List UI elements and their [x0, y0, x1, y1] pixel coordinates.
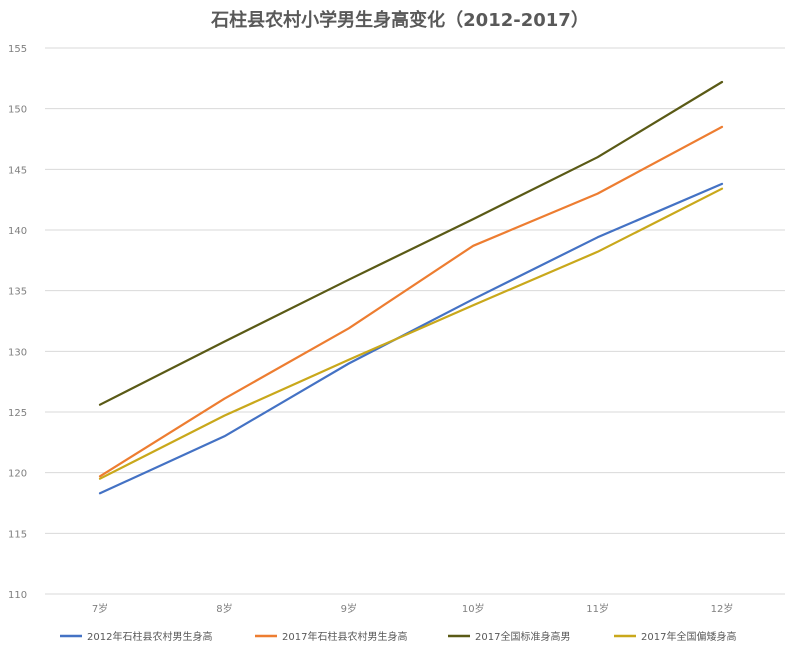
y-tick-label: 150	[8, 105, 27, 116]
x-tick-labels: 7岁 8岁 9岁 10岁 11岁 12岁	[92, 602, 734, 615]
x-tick-label: 9岁	[341, 602, 357, 615]
x-tick-label: 12岁	[711, 602, 734, 615]
chart-title: 石柱县农村小学男生身高变化（2012-2017）	[211, 10, 589, 31]
y-tick-label: 115	[8, 529, 27, 540]
y-tick-label: 155	[8, 44, 27, 55]
x-tick-label: 10岁	[462, 602, 485, 615]
legend-label: 2012年石柱县农村男生身高	[87, 630, 212, 643]
grid-lines	[45, 47, 785, 595]
legend-label: 2017年全国偏矮身高	[641, 630, 736, 643]
series-line	[98, 187, 724, 480]
series-lines	[98, 80, 724, 495]
y-tick-label: 130	[8, 347, 27, 358]
legend: 2012年石柱县农村男生身高 2017年石柱县农村男生身高 2017全国标准身高男 2…	[60, 630, 736, 643]
legend-label: 2017年石柱县农村男生身高	[282, 630, 407, 643]
series-line	[98, 125, 724, 478]
y-tick-label: 125	[8, 408, 27, 419]
series-line	[98, 80, 724, 406]
y-tick-label: 135	[8, 287, 27, 298]
x-tick-label: 7岁	[92, 602, 108, 615]
y-tick-label: 110	[8, 590, 27, 601]
legend-label: 2017全国标准身高男	[475, 630, 570, 643]
y-tick-label: 140	[8, 226, 27, 237]
y-tick-label: 120	[8, 469, 27, 480]
x-tick-label: 8岁	[216, 602, 232, 615]
y-tick-labels: 110 115 120 125 130 135 140 145 150 155	[8, 44, 27, 601]
x-tick-label: 11岁	[586, 602, 609, 615]
y-tick-label: 145	[8, 165, 27, 176]
